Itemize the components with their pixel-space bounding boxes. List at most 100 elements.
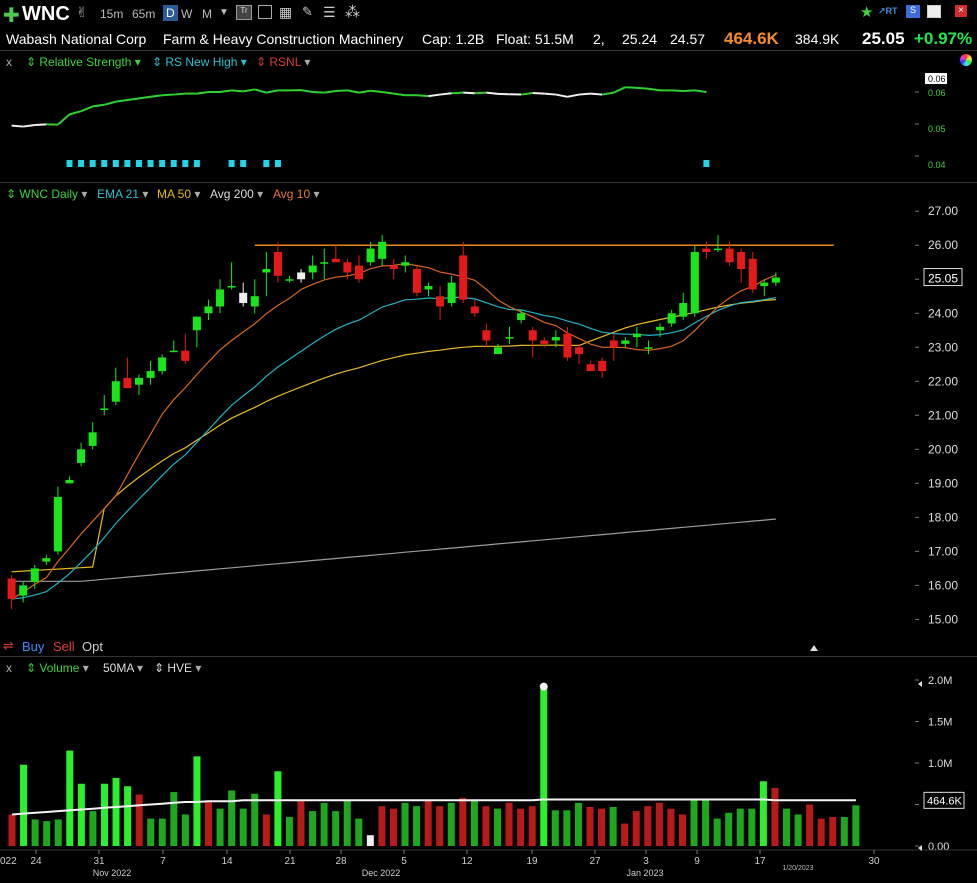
legend-ema21[interactable]: EMA 21 ▾ [97,187,149,201]
x-axis-day-label: 9 [694,856,700,867]
volume-bar [806,804,814,846]
volume-bar [239,808,247,846]
company-name: Wabash National Corp [6,31,147,47]
cancel-order-icon[interactable]: ⇌ [3,638,14,653]
rs-item-relative-strength[interactable]: ⇕ Relative Strength ▾ [26,55,141,69]
technicals-icon[interactable]: Tr [236,5,252,20]
add-symbol-icon[interactable]: ✚ [3,5,20,27]
calculator-icon[interactable]: ▦ [279,4,293,20]
volume-bar [817,818,825,846]
candle-body [737,252,746,270]
rs-new-high-marker [159,160,166,167]
color-wheel-icon[interactable] [960,54,972,66]
divider [0,50,977,51]
industry-name[interactable]: Farm & Heavy Construction Machinery [163,31,404,47]
rs-new-high-marker [147,160,154,167]
rs-line-segment [219,89,232,93]
timeframe-65m[interactable]: 65m [132,7,156,21]
layout-grid-icon[interactable] [258,5,272,19]
x-axis-date-marker: 1/20/2023 [782,865,813,872]
hve-marker [539,682,548,691]
rs-line-segment [694,89,707,93]
volume-bar [285,816,293,846]
rs-item-rsnl[interactable]: ⇕ RSNL ▾ [256,55,311,69]
share-icon[interactable]: ⁂ [345,4,360,21]
volume-bar [459,797,467,846]
info-bar: Wabash National Corp Farm & Heavy Constr… [0,28,977,50]
seasonality-icon[interactable]: S [906,5,920,18]
timeframe-d[interactable]: D [163,5,178,21]
timeframe-m[interactable]: M [202,7,212,21]
candle-body [192,316,201,331]
thumbs-up-icon[interactable]: ✌ [76,4,88,20]
candle-body [216,289,225,307]
star-icon[interactable]: ★ [860,4,874,21]
legend-avg10[interactable]: Avg 10 ▾ [273,187,320,201]
pencil-icon[interactable]: ✎ [302,4,313,19]
x-axis-month-label: Dec 2022 [362,868,401,878]
volume-bar [702,800,710,846]
candle-body [725,248,734,263]
rs-price-label: 0.06 [928,88,946,98]
candle-body [88,432,97,446]
legend-ma50[interactable]: MA 50 ▾ [157,187,201,201]
price-chart[interactable]: 15.00 16.00 17.00 18.00 19.00 20.00 21.00 22.00… [0,205,977,655]
list-icon[interactable]: ☰ [323,4,336,20]
candle-body [748,258,757,290]
price-axis-label: 23.00 [928,340,958,354]
rs-line-segment [590,92,603,96]
candle-body [412,269,421,293]
candle-body [401,262,410,266]
extra-stat: 2, [593,31,605,47]
rs-line-segment [370,89,383,93]
rs-line-segment [69,110,82,116]
rs-line-segment [578,92,591,96]
rs-new-high-marker [703,160,710,167]
realtime-icon[interactable]: ↗RT [878,6,898,16]
legend-hve[interactable]: ⇕ HVE ▾ [154,661,202,675]
volume-bar [494,808,502,846]
rs-new-high-label: RS New High [165,55,238,69]
options-button[interactable]: Opt [82,638,103,654]
volume-bar [343,800,351,846]
x-axis-day-label: 30 [868,856,880,867]
divider [0,656,977,657]
buy-button[interactable]: Buy [22,638,45,654]
timeframe-w[interactable]: W [181,7,193,21]
rs-new-high-marker [66,160,73,167]
close-window-icon[interactable]: × [955,5,967,17]
volume-bar [332,811,340,846]
candle-body [702,248,711,253]
window-icon[interactable] [927,5,941,18]
volume-close-button[interactable]: x [6,661,12,675]
rs-new-high-marker [78,160,85,167]
rs-close-button[interactable]: x [6,55,12,69]
candle-body [771,277,780,283]
candle-body [540,340,549,344]
rs-item-new-high[interactable]: ⇕ RS New High ▾ [152,55,247,69]
timeframe-15m[interactable]: 15m [100,7,124,21]
legend-volume[interactable]: ⇕ Volume ▾ [26,661,89,675]
volume-tag-label: 464.6K [927,795,963,807]
rs-new-high-marker [101,160,108,167]
volume-bar [413,806,421,846]
rs-chart[interactable]: 0.06 0.06 0.05 0.04 [0,72,977,180]
volume-bar [20,764,28,846]
legend-wnc-daily[interactable]: ⇕ WNC Daily ▾ [6,187,88,201]
candle-body [250,296,259,307]
candle-body [632,333,641,338]
legend-avg200[interactable]: Avg 200 ▾ [210,187,264,201]
dropdown-chevron-icon[interactable]: ▼ [219,7,229,18]
x-axis-day-label: 5 [401,856,407,867]
rs-new-high-marker [112,160,119,167]
x-axis-month-label: Nov 2022 [93,868,132,878]
legend-50ma[interactable]: 50MA ▾ [103,661,144,675]
candle-body [493,347,502,355]
market-cap: Cap: 1.2B [422,31,485,47]
volume-axis-label: 0.00 [928,841,949,853]
legend-hve-label: HVE [167,661,193,675]
symbol-ticker[interactable]: WNC [22,3,70,25]
volume-bar [158,818,166,846]
sell-button[interactable]: Sell [53,638,75,654]
